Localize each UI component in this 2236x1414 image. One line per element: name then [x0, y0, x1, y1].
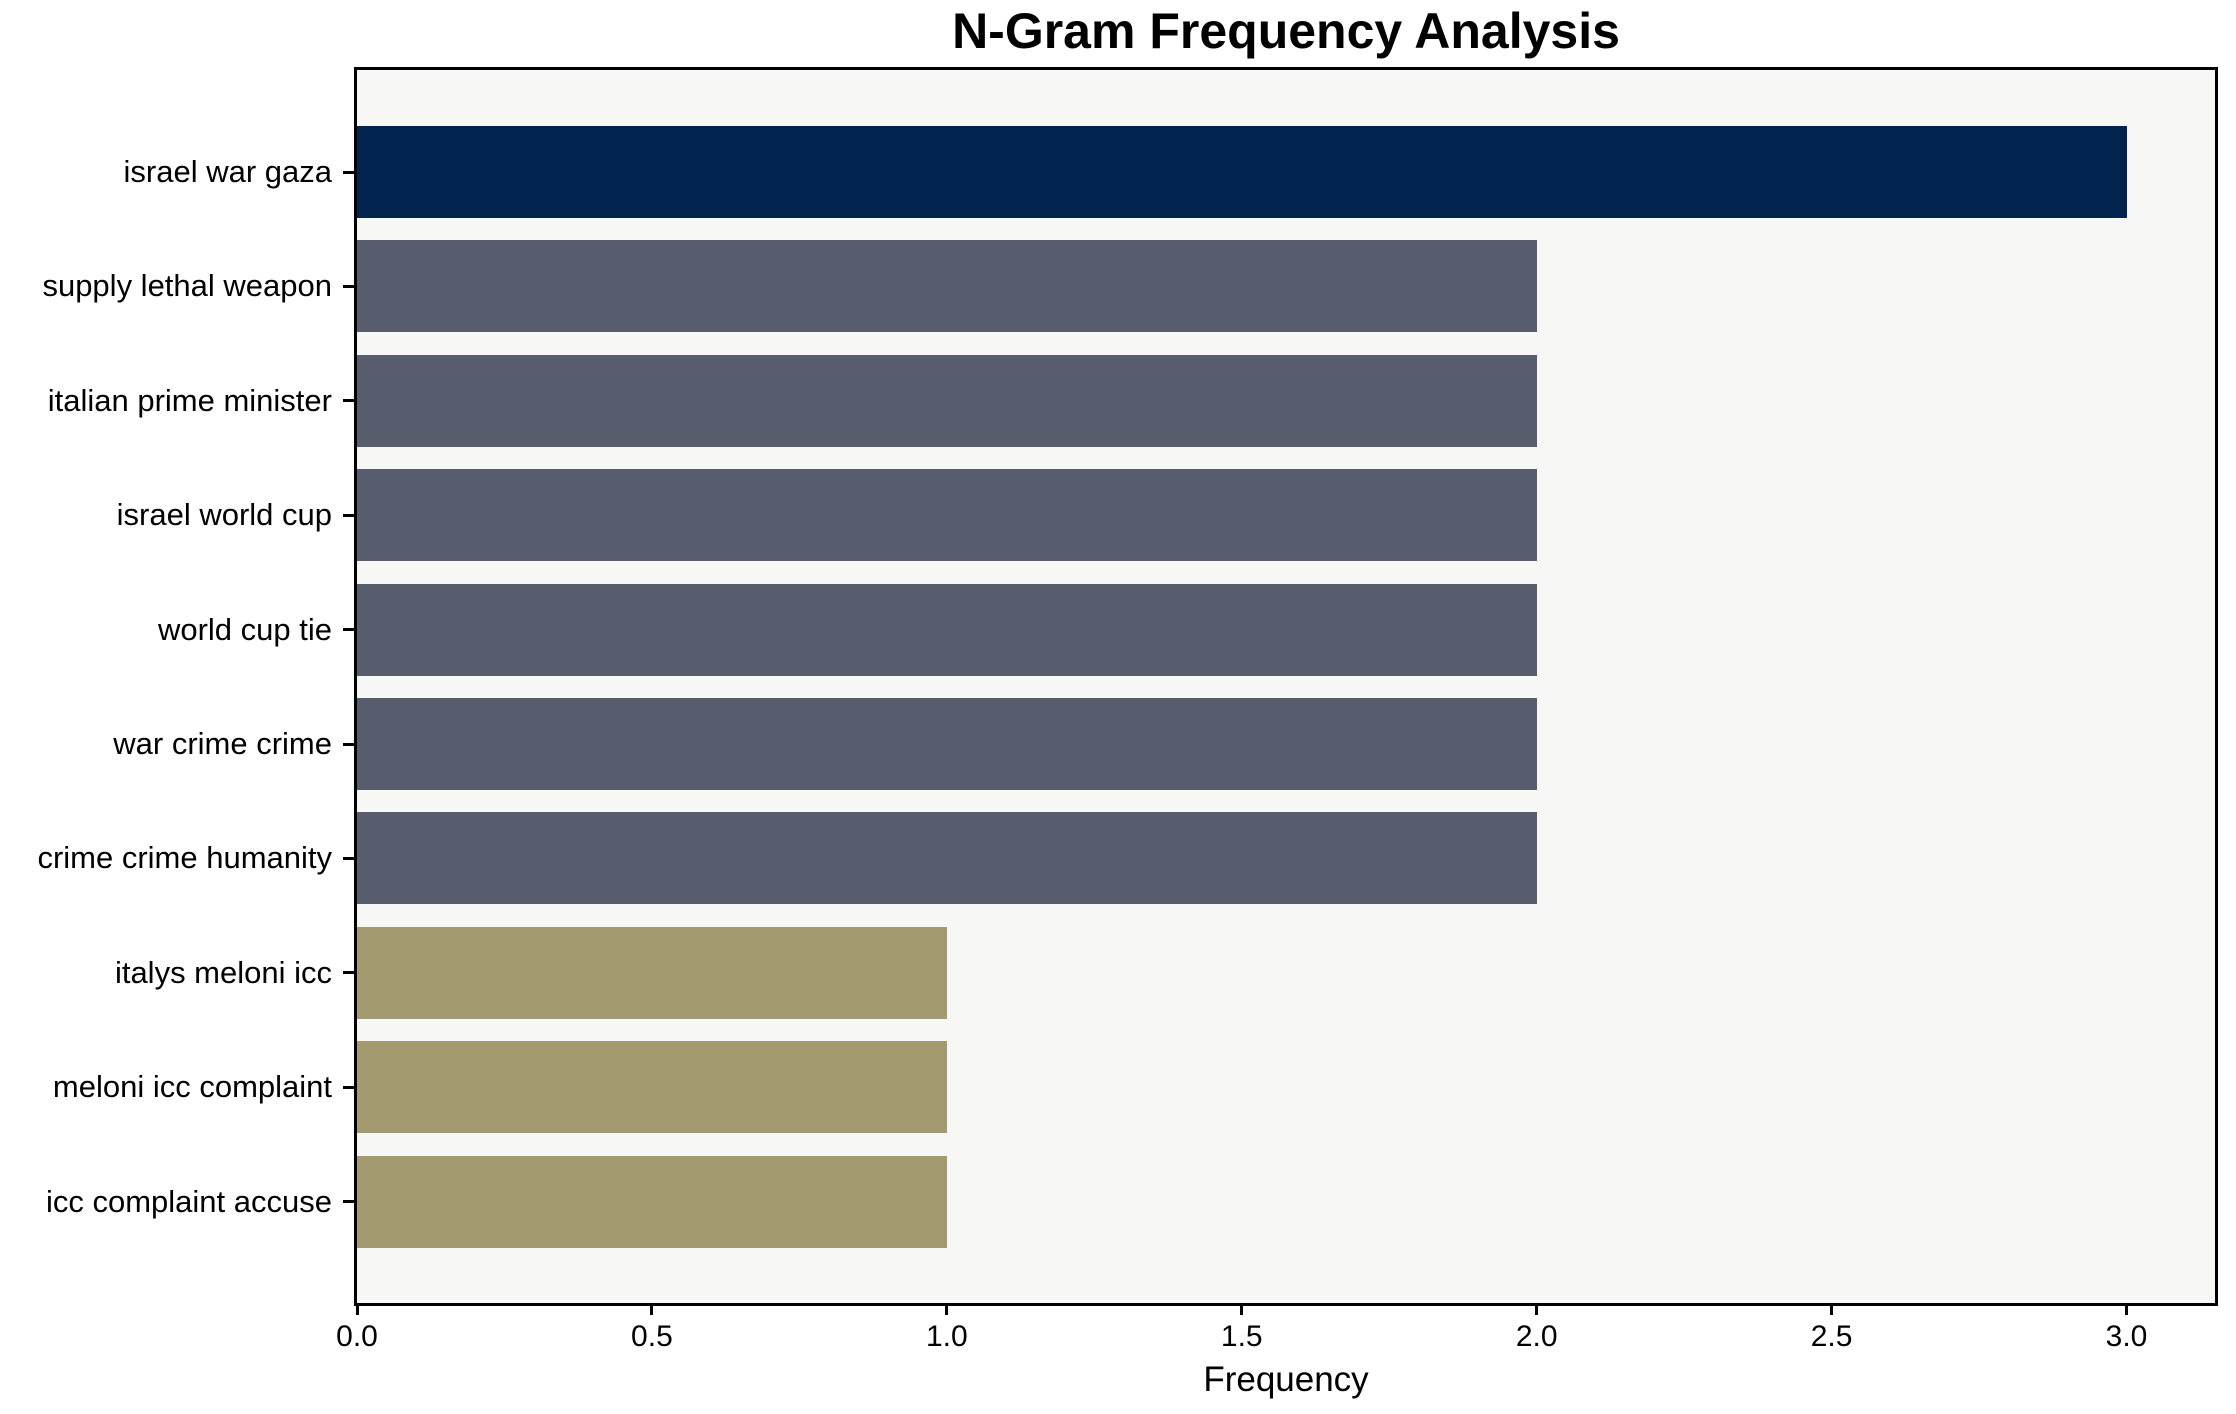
x-tick-mark: [945, 1303, 949, 1315]
y-tick-mark: [343, 971, 354, 975]
y-tick-mark: [343, 1085, 354, 1089]
x-tick-mark: [1535, 1303, 1539, 1315]
y-tick-label: italian prime minister: [47, 382, 332, 418]
x-tick-mark: [1830, 1303, 1834, 1315]
bar-war-crime-crime: [357, 698, 1537, 790]
x-tick-mark: [1240, 1303, 1244, 1315]
y-tick-mark: [343, 856, 354, 860]
bar-israel-war-gaza: [357, 126, 2127, 218]
plot-area: [354, 67, 2218, 1306]
x-tick-label: 0.5: [631, 1320, 673, 1353]
bar-italys-meloni-icc: [357, 926, 947, 1019]
y-tick-label: israel world cup: [116, 497, 332, 533]
y-tick-mark: [343, 399, 354, 403]
y-tick-label: world cup tie: [157, 611, 332, 647]
x-tick-mark: [355, 1303, 359, 1315]
y-tick-mark: [343, 628, 354, 632]
bar-crime-crime-humanity: [357, 812, 1537, 905]
y-tick-label: supply lethal weapon: [42, 268, 332, 304]
chart-title: N-Gram Frequency Analysis: [952, 3, 1620, 59]
x-tick-label: 0.0: [336, 1320, 378, 1353]
y-tick-mark: [343, 742, 354, 746]
x-tick-label: 3.0: [2105, 1320, 2148, 1353]
y-tick-label: italys meloni icc: [114, 954, 332, 990]
y-tick-mark: [343, 513, 354, 517]
y-tick-mark: [343, 284, 354, 288]
x-tick-label: 1.0: [925, 1320, 968, 1353]
x-tick-label: 1.5: [1220, 1320, 1263, 1353]
bar-supply-lethal-weapon: [357, 240, 1537, 333]
x-axis-label: Frequency: [1203, 1360, 1369, 1399]
bar-israel-world-cup: [357, 469, 1537, 562]
y-tick-mark: [343, 170, 354, 174]
x-tick-label: 2.0: [1515, 1320, 1558, 1353]
y-tick-label: meloni icc complaint: [52, 1069, 332, 1105]
y-tick-label: crime crime humanity: [37, 840, 332, 876]
y-tick-label: israel war gaza: [123, 154, 332, 189]
bar-italian-prime-minister: [357, 354, 1537, 447]
bar-world-cup-tie: [357, 583, 1537, 676]
y-tick-label: icc complaint accuse: [45, 1183, 332, 1219]
x-tick-mark: [2125, 1303, 2129, 1315]
y-tick-label: war crime crime: [113, 726, 332, 761]
bar-meloni-icc-complaint: [357, 1041, 947, 1134]
y-tick-mark: [343, 1200, 354, 1204]
x-tick-label: 2.5: [1810, 1320, 1853, 1353]
bar-icc-complaint-accuse: [357, 1155, 947, 1248]
x-tick-mark: [650, 1303, 654, 1315]
